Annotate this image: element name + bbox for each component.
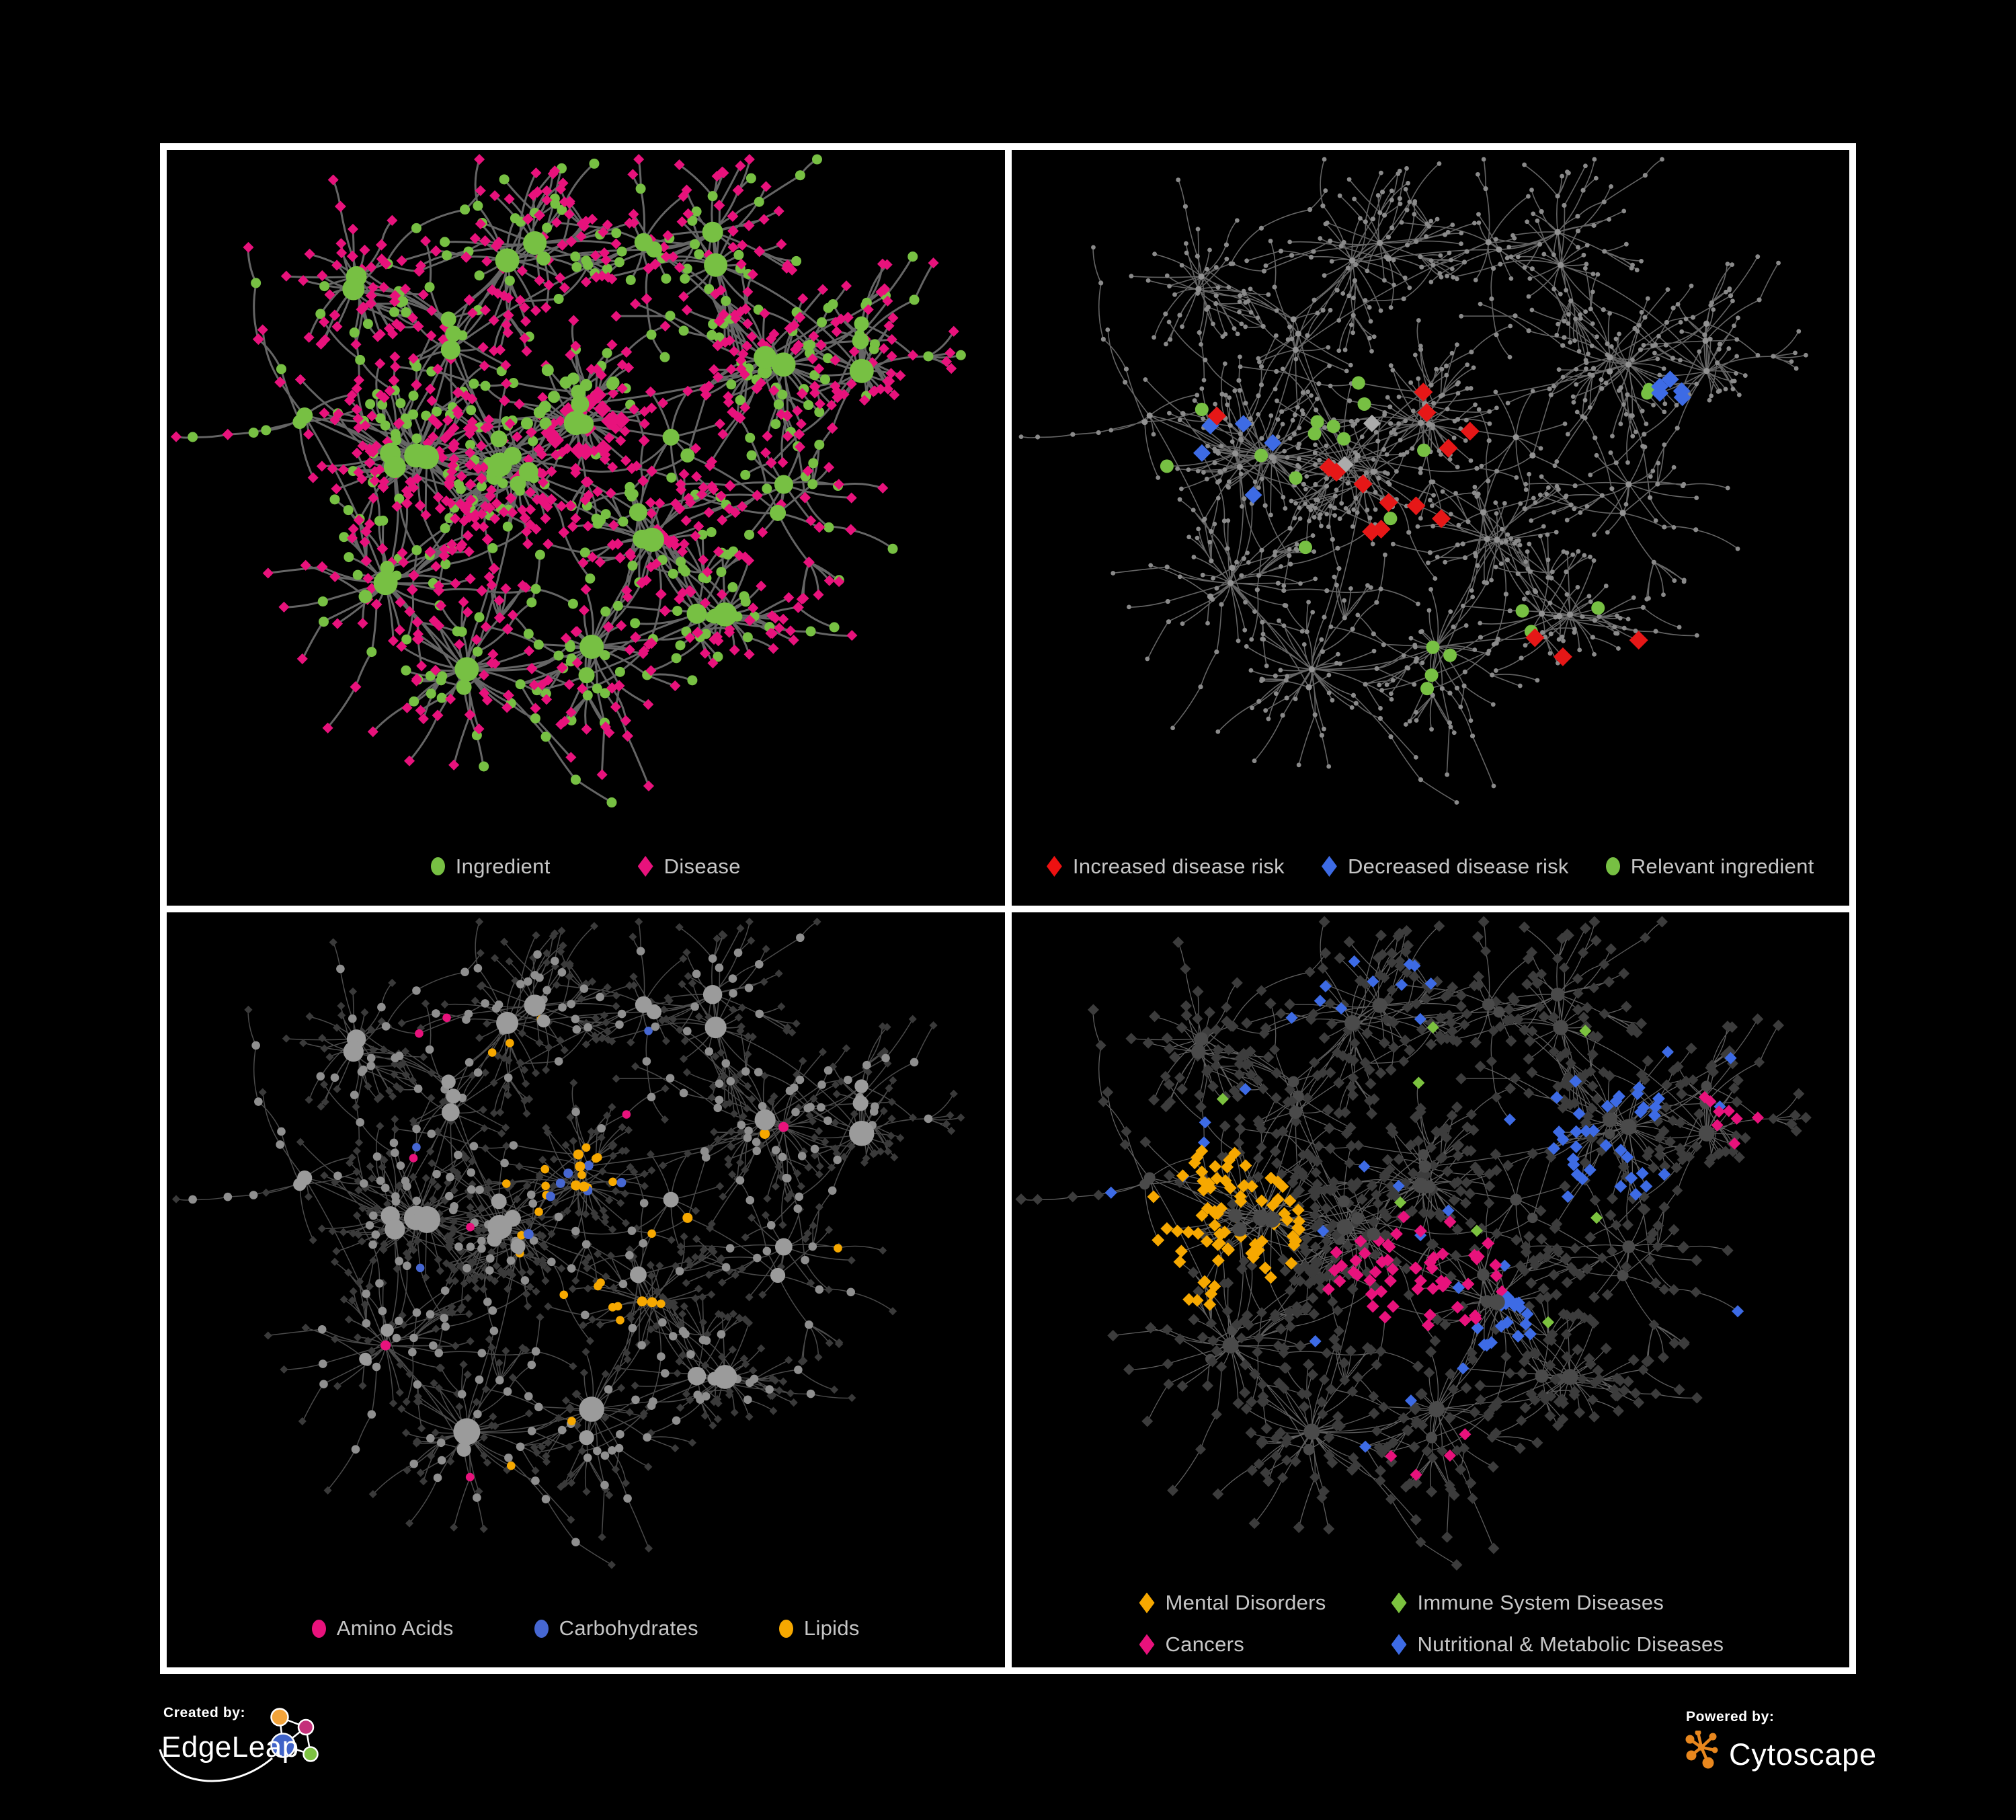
legend-label: Decreased disease risk (1347, 854, 1569, 878)
legend-label: Cancers (1165, 1632, 1245, 1656)
legend: Amino Acids Carbohydrates Lipids (167, 1616, 1005, 1640)
legend-label: Carbohydrates (559, 1616, 698, 1640)
cytoscape-wordmark: Cytoscape (1729, 1737, 1877, 1772)
legend-diamond-icon (1391, 1592, 1407, 1614)
edgeleap-edges (278, 1716, 312, 1755)
edgeleap-node-magenta (297, 1718, 315, 1736)
panel-nutrient-classes: Amino Acids Carbohydrates Lipids (167, 912, 1005, 1667)
legend-item: Disease (637, 854, 741, 879)
legend-diamond-icon (637, 856, 653, 877)
edgeleap-node-blue (270, 1733, 296, 1758)
legend-item: Lipids (778, 1616, 860, 1640)
legend-label: Immune System Diseases (1417, 1591, 1664, 1614)
panel-ingredient-disease: Ingredient Disease (167, 150, 1005, 906)
legend-diamond-icon (1046, 856, 1062, 877)
legend-item: Immune System Diseases (1391, 1591, 1724, 1615)
legend-label: Nutritional & Metabolic Diseases (1417, 1632, 1724, 1656)
legend-item: Carbohydrates (534, 1616, 698, 1640)
legend-diamond-icon (1321, 856, 1337, 877)
legend-circle-icon (534, 1619, 549, 1638)
legend-circle-icon (311, 1619, 326, 1638)
legend-label: Relevant ingredient (1630, 854, 1814, 878)
legend-label: Lipids (803, 1616, 860, 1640)
legend-diamond-icon (1139, 1592, 1155, 1614)
cytoscape-logo-icon (1685, 1731, 1718, 1769)
legend-label: Mental Disorders (1165, 1591, 1326, 1614)
legend-label: Increased disease risk (1072, 854, 1285, 878)
edgeleap-swoosh (159, 1749, 273, 1782)
panel-disease-risk: Increased disease risk Decreased disease … (1011, 150, 1850, 906)
panel-grid: Ingredient Disease Increased disease risk… (160, 143, 1856, 1674)
cytoscape-nodes (1685, 1731, 1718, 1769)
legend: Mental Disorders Immune System Diseases Ca… (1139, 1591, 1724, 1657)
legend: Ingredient Disease (167, 855, 1005, 879)
legend-item: Increased disease risk (1046, 854, 1285, 879)
legend-label: Disease (663, 854, 741, 878)
legend-item: Amino Acids (311, 1616, 454, 1640)
network-disease-classes (1015, 916, 1812, 1571)
legend-item: Cancers (1139, 1632, 1392, 1657)
edgeleap-logo-icon (159, 1708, 319, 1782)
created-by-label: Created by: (163, 1705, 246, 1720)
panel-disease-classes: Mental Disorders Immune System Diseases Ca… (1011, 912, 1849, 1667)
legend-diamond-icon (1139, 1634, 1155, 1655)
legend-item: Relevant ingredient (1605, 854, 1814, 879)
powered-by-label: Powered by: (1686, 1709, 1775, 1725)
legend-label: Amino Acids (336, 1616, 454, 1640)
legend-circle-icon (430, 857, 445, 875)
edgeleap-node-green (303, 1746, 319, 1762)
legend-item: Ingredient (430, 854, 551, 879)
network-ingredient-disease (170, 153, 966, 808)
legend: Increased disease risk Decreased disease … (1012, 855, 1850, 879)
cytoscape-edges (1689, 1732, 1716, 1764)
legend-circle-icon (778, 1619, 793, 1638)
legend-circle-icon (1605, 857, 1620, 875)
edgeleap-node-orange (270, 1708, 289, 1727)
network-disease-risk (1018, 157, 1808, 805)
edgeleap-wordmark: EdgeLeap (161, 1731, 299, 1764)
network-nutrient-classes (171, 917, 965, 1569)
legend-label: Ingredient (455, 854, 551, 878)
legend-item: Mental Disorders (1139, 1591, 1392, 1615)
legend-diamond-icon (1391, 1634, 1407, 1655)
legend-item: Decreased disease risk (1321, 854, 1569, 879)
legend-item: Nutritional & Metabolic Diseases (1391, 1632, 1724, 1657)
